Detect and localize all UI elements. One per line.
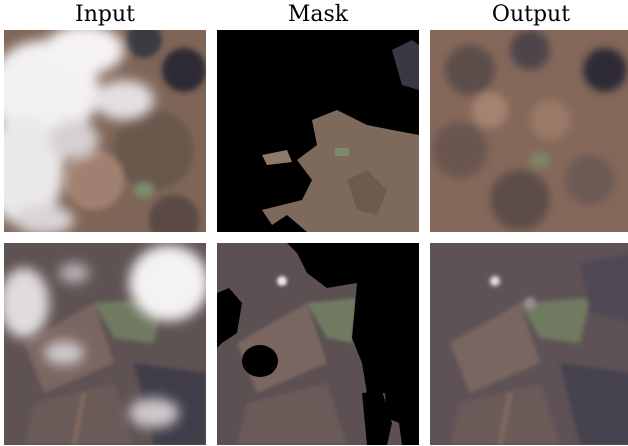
input-image-row-2 — [4, 243, 206, 445]
output-image-row-2 — [430, 243, 628, 445]
input-image-row-1 — [4, 30, 206, 232]
header-mask: Mask — [287, 2, 349, 27]
mask-image-row-1 — [217, 30, 419, 232]
header-input: Input — [75, 2, 135, 27]
header-output: Output — [491, 2, 571, 27]
output-image-row-1 — [430, 30, 628, 232]
mask-image-row-2 — [217, 243, 419, 445]
